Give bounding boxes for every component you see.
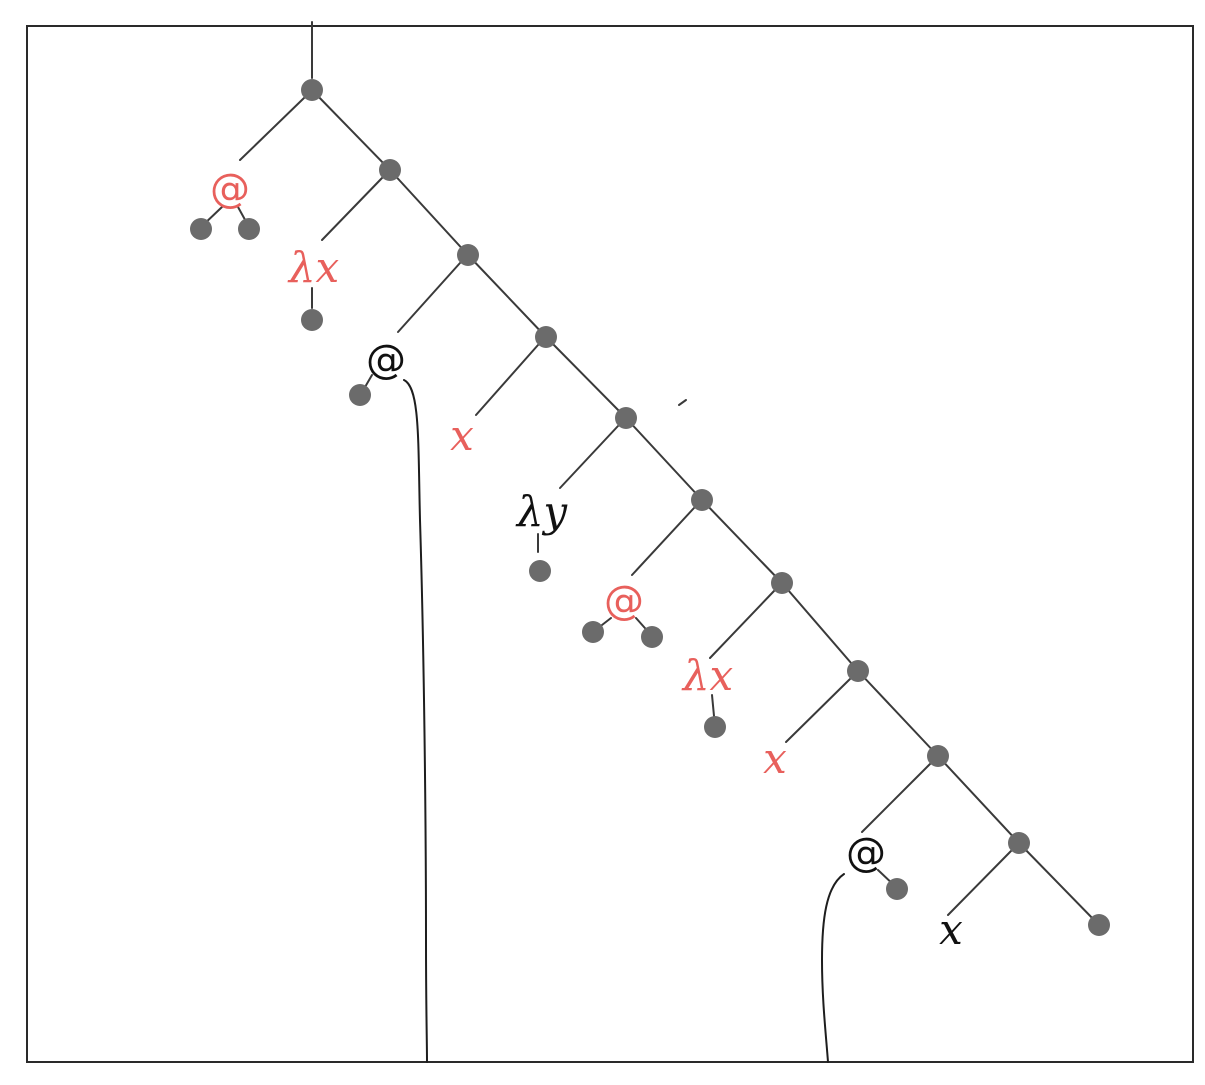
- branch-edge: [321, 177, 383, 241]
- lambda-label: λx: [287, 243, 340, 292]
- long-curve: [820, 873, 845, 1063]
- leaf-node: [301, 309, 323, 331]
- lambda-label: λx: [681, 651, 734, 700]
- app-label: @: [846, 830, 886, 876]
- diagram-frame: [26, 25, 1194, 1063]
- leaf-node: [529, 560, 551, 582]
- leaf-node: [190, 218, 212, 240]
- leaf-node: [238, 218, 260, 240]
- spine-edge: [467, 254, 547, 338]
- spine-edge: [389, 169, 469, 256]
- spine-node: [771, 572, 793, 594]
- branch-edge: [631, 507, 695, 576]
- leaf-node: [349, 384, 371, 406]
- variable-label: x: [763, 734, 787, 783]
- branch-edge: [709, 590, 775, 659]
- lambda-label: λy: [515, 487, 569, 536]
- spine-node: [927, 745, 949, 767]
- branch-edge: [947, 850, 1012, 916]
- tree-nodes: [190, 79, 1110, 936]
- app-label: @: [366, 337, 406, 383]
- spine-node: [691, 489, 713, 511]
- branch-edge: [559, 425, 619, 489]
- branch-edge: [861, 763, 931, 833]
- leaf-node: [1088, 914, 1110, 936]
- spine-edge: [937, 755, 1020, 844]
- variable-label: x: [450, 411, 474, 460]
- spine-node: [847, 660, 869, 682]
- app-label: @: [210, 166, 250, 212]
- spine-edges: [311, 89, 1100, 926]
- leaf-node: [704, 716, 726, 738]
- long-curve: [403, 379, 428, 1063]
- spine-node: [379, 159, 401, 181]
- spine-node: [457, 244, 479, 266]
- spine-edge: [701, 499, 783, 584]
- spine-node: [301, 79, 323, 101]
- variable-label: x: [939, 905, 963, 954]
- branch-edge: [239, 97, 305, 161]
- branch-edge: [785, 678, 851, 743]
- branch-edge: [475, 344, 539, 416]
- spine-edge: [781, 582, 859, 672]
- tree-labels: @ λx @ x λy @ λx x @ x: [210, 166, 963, 954]
- spine-node: [535, 326, 557, 348]
- spine-node: [1008, 832, 1030, 854]
- app-label: @: [604, 578, 644, 624]
- leaf-node: [886, 878, 908, 900]
- spine-edge: [625, 417, 703, 501]
- leaf-node: [582, 621, 604, 643]
- leaf-node: [641, 626, 663, 648]
- stray-mark: [678, 399, 687, 406]
- spine-edge: [857, 670, 939, 757]
- lambda-child-edge: [711, 694, 715, 717]
- spine-edge: [545, 336, 627, 419]
- spine-node: [615, 407, 637, 429]
- spine-edge: [311, 89, 391, 171]
- spine-edge: [1018, 842, 1100, 926]
- branch-edge: [397, 262, 461, 333]
- branch-edges: [200, 97, 1012, 916]
